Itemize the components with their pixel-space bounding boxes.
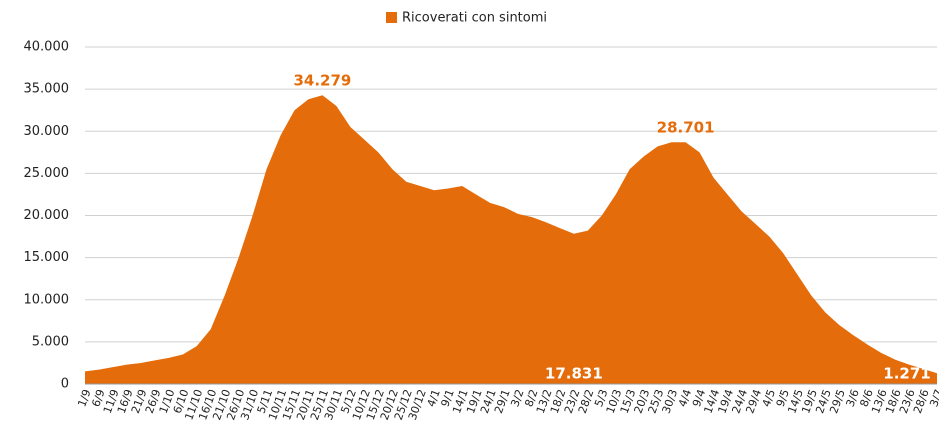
x-tick-label: 9/5 xyxy=(774,388,792,409)
legend-swatch xyxy=(386,12,397,23)
x-tick-label: 3/7 xyxy=(927,388,939,409)
data-label: 1.271 xyxy=(883,365,930,383)
data-label: 28.701 xyxy=(657,119,715,137)
x-tick-label: 9/1 xyxy=(439,388,457,409)
y-tick-label: 25.000 xyxy=(24,166,70,181)
x-tick-label: 4/5 xyxy=(760,388,778,409)
y-tick-label: 10.000 xyxy=(24,292,70,307)
y-tick-label: 20.000 xyxy=(24,208,70,223)
y-tick-label: 0 xyxy=(61,377,69,392)
y-tick-label: 40.000 xyxy=(24,40,70,55)
y-tick-label: 35.000 xyxy=(24,82,70,97)
x-tick-label: 8/2 xyxy=(522,388,540,409)
x-tick-label: 3/2 xyxy=(508,388,526,409)
data-label: 34.279 xyxy=(293,72,351,90)
x-tick-label: 6/9 xyxy=(89,388,107,409)
y-tick-label: 15.000 xyxy=(24,250,70,265)
x-tick-label: 8/6 xyxy=(858,388,876,409)
legend-label: Ricoverati con sintomi xyxy=(402,11,547,26)
x-tick-label: 3/6 xyxy=(844,388,862,409)
x-tick-label: 9/4 xyxy=(690,388,708,409)
y-tick-label: 30.000 xyxy=(24,124,70,139)
x-tick-label: 4/1 xyxy=(425,388,443,409)
x-tick-label: 1/9 xyxy=(75,388,93,409)
y-tick-label: 5.000 xyxy=(32,334,69,349)
area xyxy=(85,95,937,384)
x-tick-label: 4/4 xyxy=(676,388,694,409)
data-label: 17.831 xyxy=(545,365,603,383)
x-tick-label: 5/3 xyxy=(592,388,610,409)
